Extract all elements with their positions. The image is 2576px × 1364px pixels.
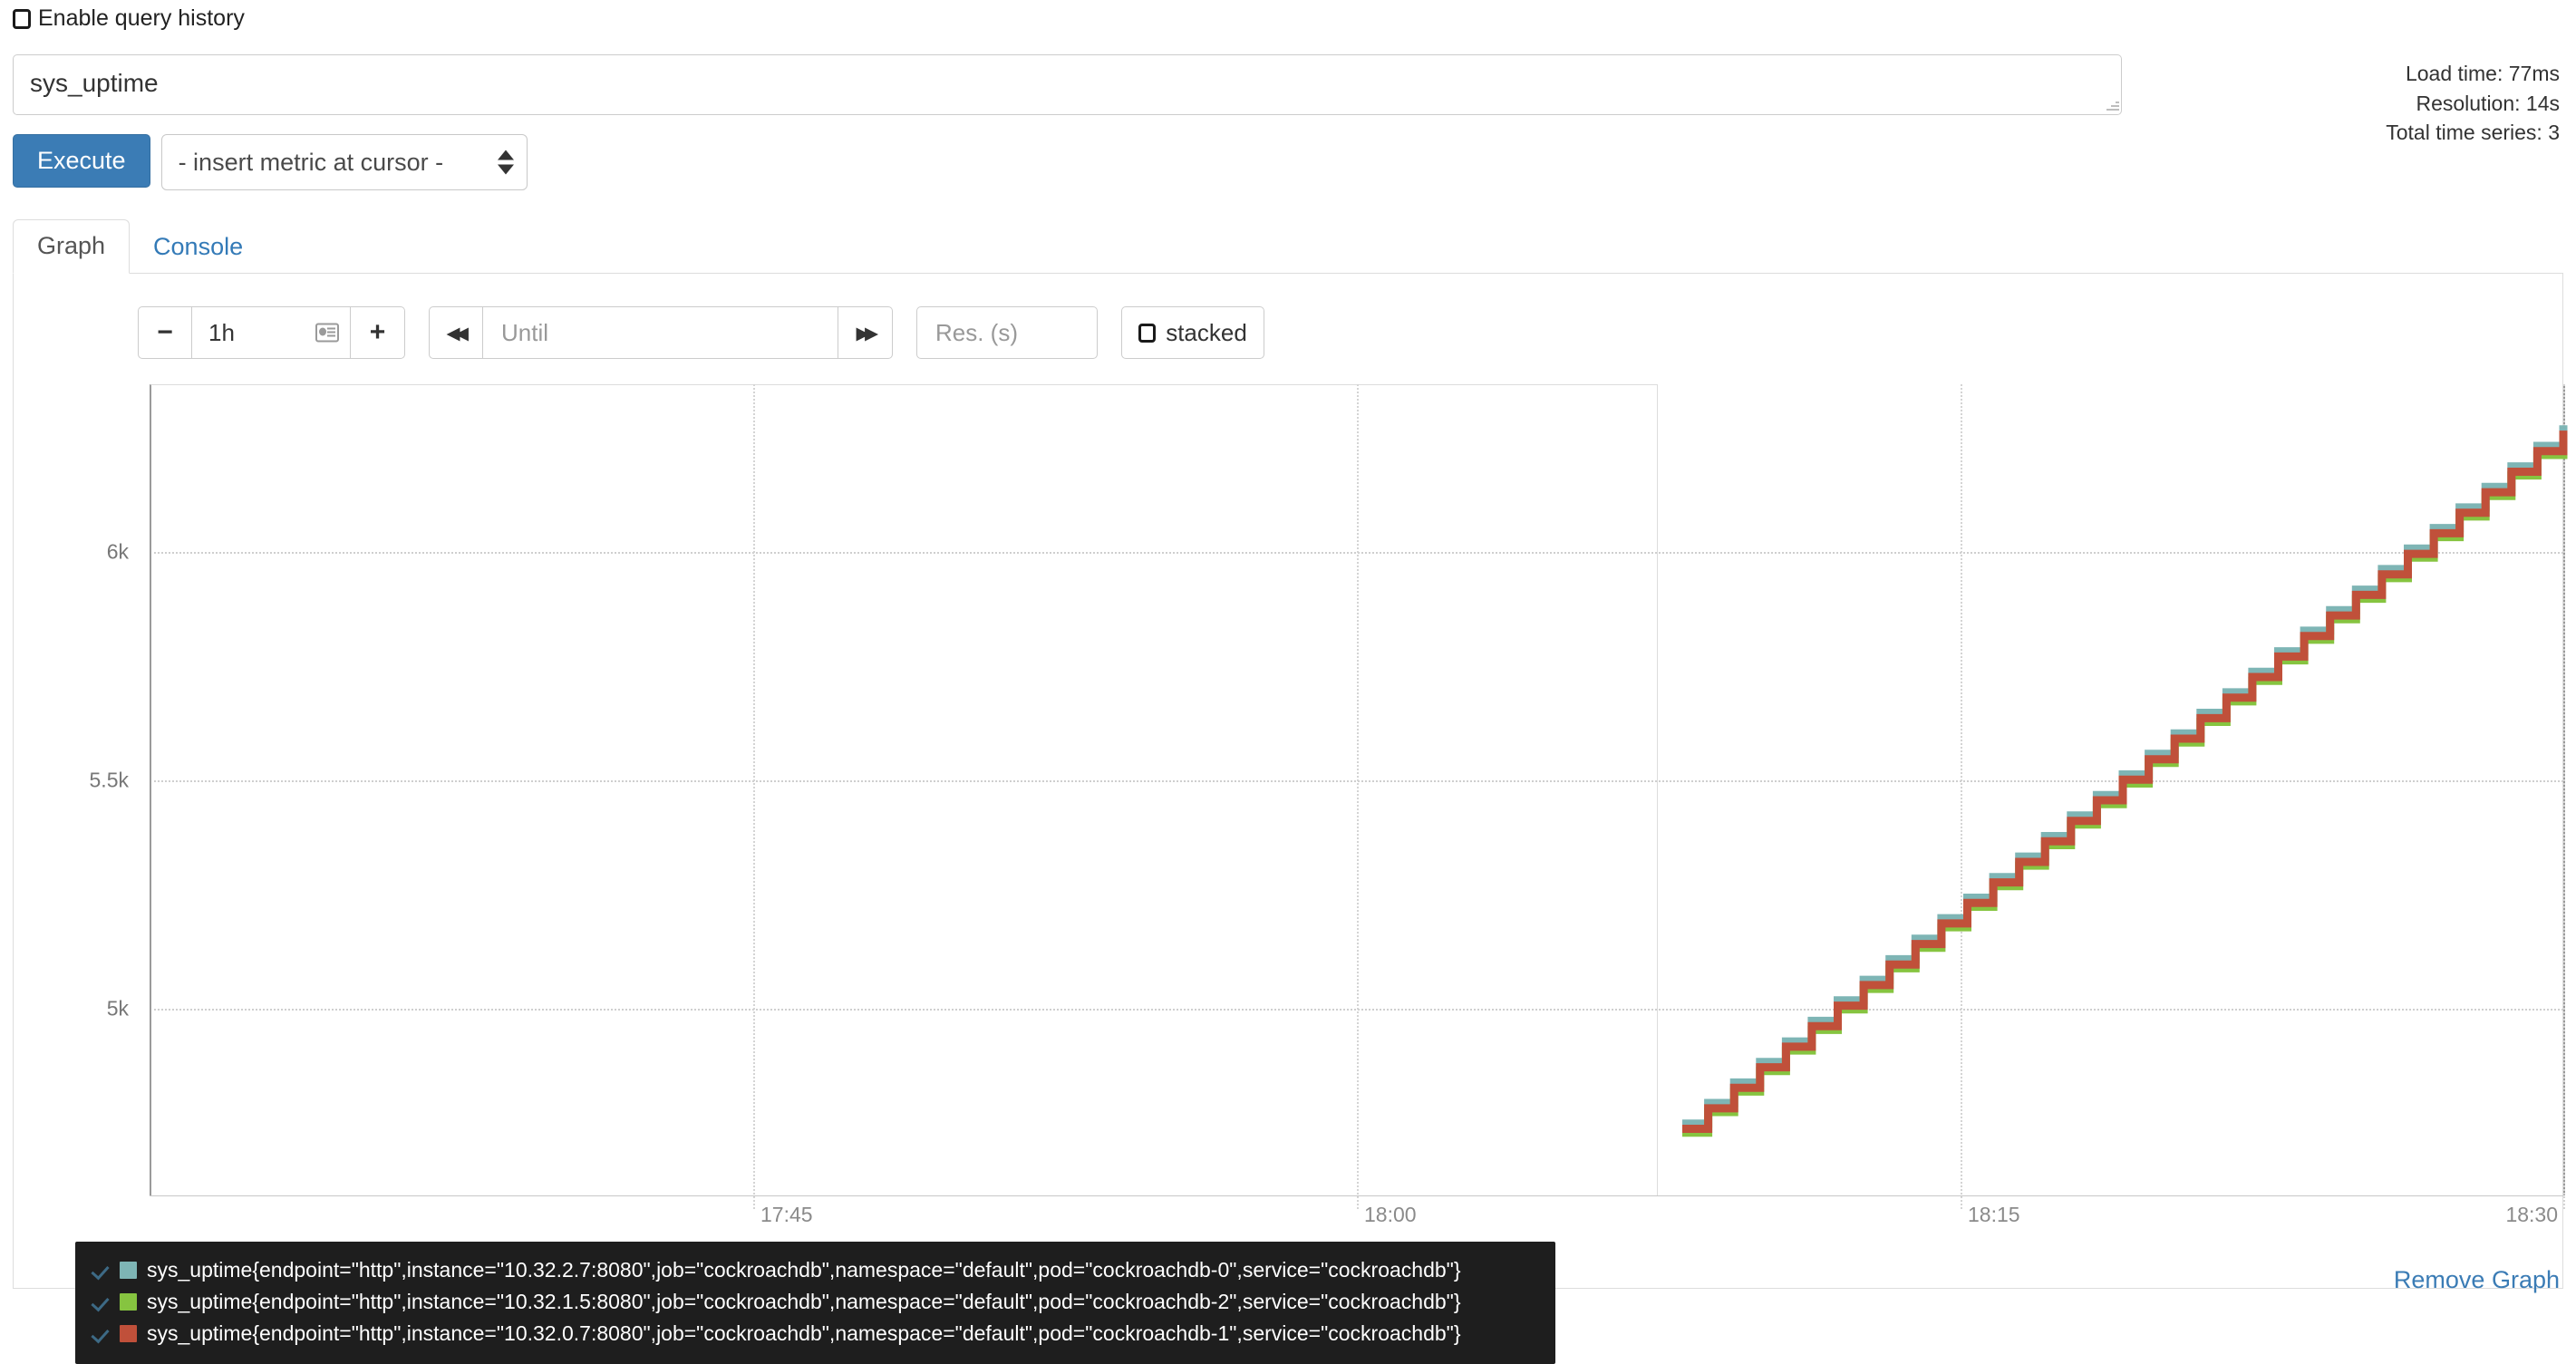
until-input[interactable]: Until [483, 306, 838, 359]
load-time-text: Load time: 77ms [2405, 62, 2560, 85]
enable-query-history-checkbox[interactable] [13, 8, 31, 29]
y-gridline [150, 1009, 2563, 1011]
range-input[interactable]: 1h [192, 306, 351, 359]
series-legend: sys_uptime{endpoint="http",instance="10.… [75, 1242, 1555, 1364]
plot-frame [150, 384, 1658, 1195]
x-gridline [1357, 384, 1359, 1209]
graph-controls-toolbar: − 1h + ◂◂ Until ▸▸ Res. (s) stacked [138, 306, 1264, 359]
tab-console[interactable]: Console [153, 233, 244, 261]
legend-item-label: sys_uptime{endpoint="http",instance="10.… [147, 1290, 1461, 1313]
expression-input-wrapper[interactable] [13, 54, 2122, 115]
until-input-placeholder: Until [501, 319, 549, 346]
legend-item[interactable]: sys_uptime{endpoint="http",instance="10.… [92, 1254, 1539, 1286]
query-stats: Load time: 77ms Resolution: 14s Total ti… [2386, 59, 2560, 148]
legend-item-label: sys_uptime{endpoint="http",instance="10.… [147, 1321, 1461, 1345]
time-input-group: ◂◂ Until ▸▸ [429, 306, 893, 359]
range-input-value: 1h [208, 319, 235, 346]
y-gridline [150, 552, 2563, 554]
step-forward-icon-button[interactable]: ▸▸ [838, 306, 893, 359]
total-time-series-text: Total time series: 3 [2386, 121, 2560, 145]
x-gridline [1961, 384, 1962, 1209]
check-icon[interactable] [92, 1293, 110, 1311]
graph-plot-area[interactable]: 6k 5.5k 5k 17:45 18:00 18:15 18:30 [75, 384, 2568, 1226]
panel-tabs: Graph Console [13, 219, 2563, 274]
series-line [1682, 430, 2568, 1133]
x-gridline [2563, 384, 2565, 1209]
tab-graph[interactable]: Graph [13, 219, 131, 274]
resolution-text: Resolution: 14s [2416, 91, 2560, 115]
x-gridline [753, 384, 755, 1209]
execute-button[interactable]: Execute [13, 134, 150, 189]
range-increase-button[interactable]: + [351, 306, 405, 359]
resolution-input-placeholder: Res. (s) [935, 319, 1018, 346]
series-color-swatch [120, 1325, 137, 1342]
y-axis-tick-label: 6k [106, 539, 129, 564]
x-axis-tick-label: 18:15 [1968, 1203, 2020, 1226]
resolution-input[interactable]: Res. (s) [916, 306, 1098, 359]
y-gridline [150, 780, 2563, 782]
y-axis-tick-label: 5.5k [89, 768, 129, 792]
step-backward-icon-button[interactable]: ◂◂ [429, 306, 483, 359]
query-history-row[interactable]: Enable query history [13, 7, 245, 30]
x-axis-tick-label: 17:45 [760, 1203, 813, 1226]
x-axis-tick-label: 18:30 [2505, 1203, 2558, 1226]
stacked-toggle-button[interactable]: stacked [1121, 306, 1264, 359]
legend-item-label: sys_uptime{endpoint="http",instance="10.… [147, 1258, 1461, 1282]
execute-row: Execute - insert metric at cursor - [13, 134, 528, 190]
y-axis-tick-label: 5k [106, 996, 129, 1021]
series-color-swatch [120, 1293, 137, 1311]
check-icon[interactable] [92, 1325, 110, 1343]
x-axis-baseline [150, 1195, 2563, 1196]
range-input-group: − 1h + [138, 306, 405, 359]
check-icon[interactable] [92, 1262, 110, 1280]
remove-graph-link[interactable]: Remove Graph [2393, 1266, 2560, 1293]
series-color-swatch [120, 1262, 137, 1279]
range-decrease-button[interactable]: − [138, 306, 192, 359]
expression-input[interactable] [13, 54, 2122, 115]
legend-item[interactable]: sys_uptime{endpoint="http",instance="10.… [92, 1286, 1539, 1318]
spinner-arrows-icon [497, 150, 514, 175]
legend-item[interactable]: sys_uptime{endpoint="http",instance="10.… [92, 1318, 1539, 1349]
stacked-checkbox-icon [1138, 323, 1157, 343]
insert-metric-select-value: - insert metric at cursor - [178, 148, 444, 176]
enable-query-history-label: Enable query history [38, 5, 245, 31]
x-axis-tick-label: 18:00 [1364, 1203, 1417, 1226]
insert-metric-select[interactable]: - insert metric at cursor - [160, 134, 528, 190]
graph-panel: − 1h + ◂◂ Until ▸▸ Res. (s) stacked 6k 5… [13, 274, 2568, 1364]
series-plot [1682, 425, 2568, 1137]
calendar-range-icon [315, 323, 339, 343]
stacked-label: stacked [1166, 319, 1247, 346]
